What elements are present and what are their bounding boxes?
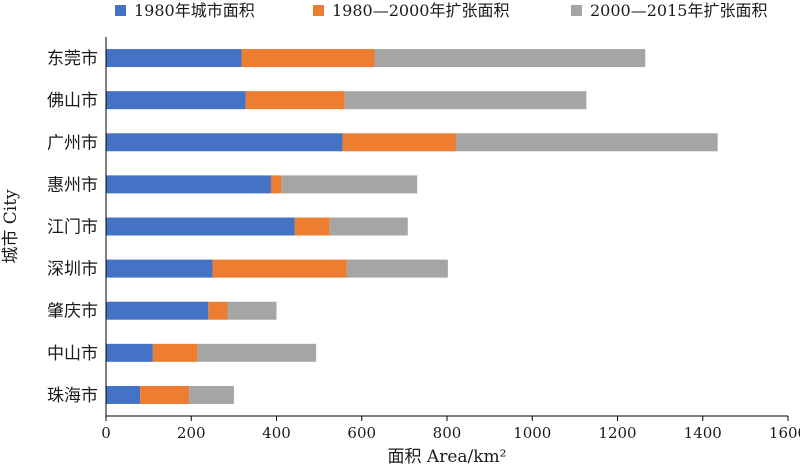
bar-segment-1-8 [106, 343, 153, 362]
legend-swatch [313, 5, 324, 16]
category-label: 江门市 [47, 218, 98, 238]
bar-segment-2-8 [152, 343, 198, 362]
x-tick-label: 0 [101, 424, 111, 442]
y-axis-title: 城市 City [1, 189, 21, 264]
category-label: 佛山市 [47, 91, 98, 111]
category-label: 东莞市 [47, 49, 98, 69]
category-label: 深圳市 [47, 260, 98, 280]
bar-segment-1-1 [106, 49, 242, 68]
x-axis-ticks: 0 200 400 600 800 1000 1200 1400 1600 [101, 416, 800, 442]
bar-segment-2-3 [342, 133, 457, 152]
bar-segment-1-3 [106, 133, 343, 152]
category-label: 惠州市 [47, 175, 98, 195]
bar-segment-3-9 [189, 385, 234, 404]
bar-segment-2-2 [245, 91, 345, 110]
legend-label: 1980年城市面积 [134, 1, 255, 20]
x-axis-title: 面积 Area/km² [388, 447, 507, 467]
bar-segment-2-9 [140, 385, 190, 404]
legend-swatch [115, 5, 126, 16]
legend-label: 1980—2000年扩张面积 [332, 1, 509, 20]
category-label: 肇庆市 [47, 302, 98, 322]
bar-segment-3-1 [374, 49, 646, 68]
x-tick-label: 600 [347, 424, 376, 442]
bar-segment-2-5 [294, 217, 330, 236]
bar-segment-3-8 [197, 343, 317, 362]
bar-segment-1-9 [106, 385, 141, 404]
legend-swatch [571, 5, 582, 16]
bar-segment-1-5 [106, 217, 295, 236]
bar-segment-1-4 [106, 175, 271, 194]
bar-segment-3-7 [227, 301, 277, 320]
bar-segment-1-6 [106, 259, 213, 278]
x-tick-label: 1200 [598, 424, 636, 442]
bar-segment-3-3 [456, 133, 718, 152]
bar-area [106, 49, 718, 404]
x-tick-label: 200 [177, 424, 206, 442]
x-tick-label: 1400 [684, 424, 722, 442]
x-tick-label: 400 [262, 424, 291, 442]
bar-segment-3-2 [344, 91, 587, 110]
bar-segment-3-4 [281, 175, 418, 194]
x-tick-label: 1000 [513, 424, 551, 442]
bar-segment-2-1 [241, 49, 375, 68]
bar-segment-1-7 [106, 301, 209, 320]
bar-segment-2-4 [270, 175, 282, 194]
x-tick-label: 800 [433, 424, 462, 442]
category-label: 珠海市 [47, 386, 98, 406]
bar-segment-3-6 [346, 259, 448, 278]
bar-segment-1-2 [106, 91, 246, 110]
bar-segment-2-7 [208, 301, 228, 320]
legend-label: 2000—2015年扩张面积 [590, 1, 767, 20]
chart-legend: 1980年城市面积 1980—2000年扩张面积 2000—2015年扩张面积 [115, 1, 767, 20]
category-label: 中山市 [47, 344, 98, 364]
category-label: 广州市 [47, 133, 98, 153]
x-tick-label: 1600 [769, 424, 800, 442]
bar-segment-3-5 [329, 217, 408, 236]
bar-segment-2-6 [212, 259, 347, 278]
